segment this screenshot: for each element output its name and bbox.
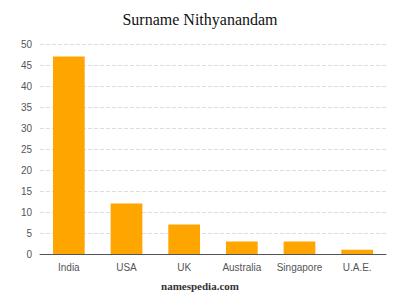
svg-text:U.A.E.: U.A.E. bbox=[343, 262, 372, 273]
svg-text:45: 45 bbox=[21, 60, 33, 71]
svg-text:5: 5 bbox=[26, 228, 32, 239]
svg-text:UK: UK bbox=[177, 262, 191, 273]
svg-text:Singapore: Singapore bbox=[277, 262, 323, 273]
svg-text:35: 35 bbox=[21, 102, 33, 113]
svg-text:20: 20 bbox=[21, 165, 33, 176]
svg-text:15: 15 bbox=[21, 186, 33, 197]
svg-text:USA: USA bbox=[116, 262, 137, 273]
svg-text:0: 0 bbox=[26, 249, 32, 260]
svg-text:50: 50 bbox=[21, 39, 33, 50]
svg-text:Australia: Australia bbox=[222, 262, 261, 273]
svg-text:25: 25 bbox=[21, 144, 33, 155]
svg-text:namespedia.com: namespedia.com bbox=[161, 280, 239, 292]
svg-text:India: India bbox=[58, 262, 80, 273]
svg-text:10: 10 bbox=[21, 207, 33, 218]
svg-text:30: 30 bbox=[21, 123, 33, 134]
svg-text:Surname Nithyanandam: Surname Nithyanandam bbox=[122, 11, 278, 29]
svg-text:40: 40 bbox=[21, 81, 33, 92]
